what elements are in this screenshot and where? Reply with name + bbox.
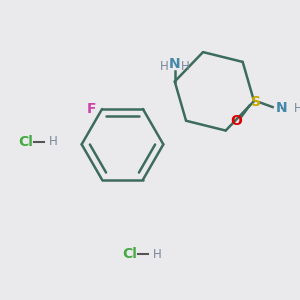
Text: N: N <box>276 101 288 115</box>
Text: H: H <box>153 248 161 261</box>
Text: S: S <box>251 95 261 109</box>
Text: H: H <box>181 59 190 73</box>
Text: Cl: Cl <box>122 247 137 261</box>
Text: O: O <box>231 114 242 128</box>
Text: H: H <box>160 59 169 73</box>
Text: F: F <box>86 102 96 116</box>
Text: H: H <box>294 102 300 115</box>
Text: Cl: Cl <box>18 135 33 148</box>
Text: H: H <box>48 135 57 148</box>
Text: N: N <box>169 57 181 71</box>
